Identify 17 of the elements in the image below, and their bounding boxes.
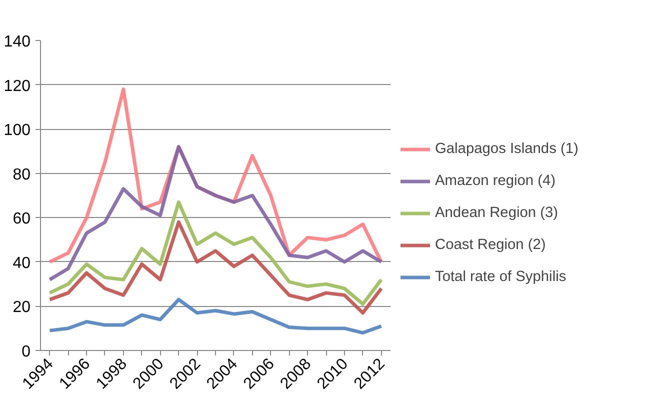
- line-series: [48, 200, 384, 306]
- y-tick-label: 60: [12, 210, 31, 228]
- line-series: [48, 145, 384, 282]
- line-series: [48, 220, 384, 315]
- y-tick-label: 0: [22, 344, 31, 360]
- legend-label: Andean Region (3): [435, 205, 558, 221]
- y-tick-label: 20: [12, 299, 31, 316]
- legend-label: Galapagos Islands (1): [435, 141, 578, 157]
- y-tick-label: 40: [12, 254, 31, 272]
- legend-label: Amazon region (4): [435, 173, 556, 189]
- y-tick-label: 120: [4, 78, 31, 95]
- y-tick-label: 140: [4, 34, 31, 50]
- line-series: [48, 298, 384, 335]
- legend-label: Coast Region (2): [435, 237, 546, 253]
- y-tick-label: 80: [12, 166, 31, 184]
- legend-label: Total rate of Syphilis: [435, 269, 566, 285]
- y-tick-label: 100: [4, 122, 31, 140]
